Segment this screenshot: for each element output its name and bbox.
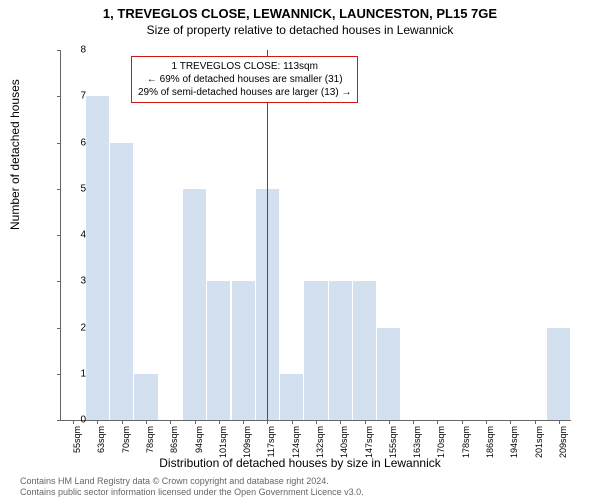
x-tick-mark	[510, 420, 511, 424]
footer-line: Contains public sector information licen…	[20, 487, 364, 498]
x-tick-mark	[97, 420, 98, 424]
y-tick-mark	[57, 189, 61, 190]
histogram-bar	[110, 143, 133, 421]
x-tick-mark	[559, 420, 560, 424]
histogram-bar	[86, 96, 109, 420]
y-tick-label: 1	[80, 368, 86, 379]
x-tick-label: 132sqm	[315, 426, 325, 464]
histogram-bar	[207, 281, 230, 420]
page-subtitle: Size of property relative to detached ho…	[0, 21, 600, 37]
y-tick-label: 4	[80, 230, 86, 241]
y-tick-mark	[57, 50, 61, 51]
footer-line: Contains HM Land Registry data © Crown c…	[20, 476, 364, 487]
annotation-callout: 1 TREVEGLOS CLOSE: 113sqm← 69% of detach…	[131, 56, 358, 103]
reference-line	[267, 50, 268, 420]
page-title: 1, TREVEGLOS CLOSE, LEWANNICK, LAUNCESTO…	[0, 0, 600, 21]
x-tick-label: 147sqm	[364, 426, 374, 464]
x-tick-mark	[389, 420, 390, 424]
y-tick-mark	[57, 96, 61, 97]
histogram-bar	[183, 189, 206, 420]
footer-attribution: Contains HM Land Registry data © Crown c…	[20, 476, 364, 498]
x-tick-label: 86sqm	[169, 426, 179, 464]
x-tick-mark	[437, 420, 438, 424]
x-tick-label: 140sqm	[339, 426, 349, 464]
x-tick-label: 78sqm	[145, 426, 155, 464]
histogram-bar	[280, 374, 303, 420]
x-tick-mark	[292, 420, 293, 424]
x-tick-label: 94sqm	[194, 426, 204, 464]
y-tick-label: 7	[80, 91, 86, 102]
x-tick-label: 209sqm	[558, 426, 568, 464]
x-tick-mark	[195, 420, 196, 424]
x-tick-label: 55sqm	[72, 426, 82, 464]
x-tick-label: 101sqm	[218, 426, 228, 464]
y-tick-label: 8	[80, 45, 86, 56]
y-tick-label: 5	[80, 183, 86, 194]
y-tick-label: 6	[80, 137, 86, 148]
y-tick-mark	[57, 281, 61, 282]
x-tick-mark	[462, 420, 463, 424]
annotation-line: ← 69% of detached houses are smaller (31…	[138, 73, 351, 86]
chart-plot-area: 1 TREVEGLOS CLOSE: 113sqm← 69% of detach…	[60, 50, 571, 421]
x-tick-label: 201sqm	[534, 426, 544, 464]
x-tick-mark	[146, 420, 147, 424]
y-tick-label: 3	[80, 276, 86, 287]
histogram-bar	[134, 374, 157, 420]
annotation-line: 1 TREVEGLOS CLOSE: 113sqm	[138, 60, 351, 73]
x-tick-mark	[73, 420, 74, 424]
x-tick-mark	[413, 420, 414, 424]
x-tick-label: 178sqm	[461, 426, 471, 464]
x-tick-mark	[486, 420, 487, 424]
y-tick-mark	[57, 374, 61, 375]
y-tick-mark	[57, 143, 61, 144]
y-tick-mark	[57, 420, 61, 421]
x-tick-mark	[535, 420, 536, 424]
y-tick-mark	[57, 235, 61, 236]
x-tick-label: 70sqm	[121, 426, 131, 464]
annotation-line: 29% of semi-detached houses are larger (…	[138, 86, 351, 99]
y-tick-mark	[57, 328, 61, 329]
histogram-bar	[232, 281, 255, 420]
x-tick-label: 124sqm	[291, 426, 301, 464]
x-tick-label: 194sqm	[509, 426, 519, 464]
y-axis-label: Number of detached houses	[8, 79, 22, 230]
x-tick-label: 109sqm	[242, 426, 252, 464]
y-tick-label: 0	[80, 415, 86, 426]
y-tick-label: 2	[80, 322, 86, 333]
x-tick-label: 163sqm	[412, 426, 422, 464]
histogram-bar	[304, 281, 327, 420]
x-tick-label: 117sqm	[266, 426, 276, 464]
x-tick-mark	[316, 420, 317, 424]
x-tick-mark	[267, 420, 268, 424]
histogram-bar	[377, 328, 400, 421]
x-tick-label: 155sqm	[388, 426, 398, 464]
x-tick-mark	[340, 420, 341, 424]
x-tick-label: 170sqm	[436, 426, 446, 464]
x-tick-mark	[365, 420, 366, 424]
x-tick-mark	[170, 420, 171, 424]
x-tick-label: 63sqm	[96, 426, 106, 464]
x-tick-mark	[219, 420, 220, 424]
histogram-bar	[353, 281, 376, 420]
x-tick-mark	[243, 420, 244, 424]
x-tick-mark	[122, 420, 123, 424]
x-tick-label: 186sqm	[485, 426, 495, 464]
histogram-bar	[329, 281, 352, 420]
histogram-bar	[547, 328, 570, 421]
